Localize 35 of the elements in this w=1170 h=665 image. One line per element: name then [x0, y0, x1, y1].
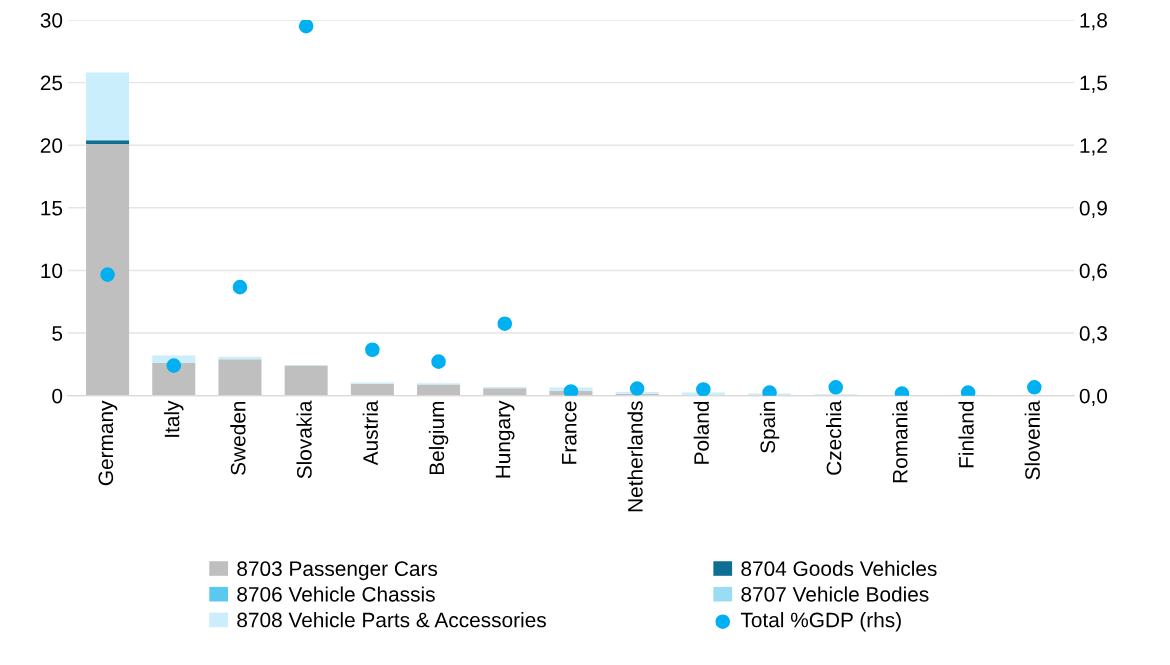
y-tick-label: 20 [40, 138, 63, 153]
y2-tick-label: 0,6 [1079, 263, 1107, 281]
x-tick-label: Netherlands [627, 401, 643, 512]
legend-label: 8704 Goods Vehicles [741, 560, 937, 577]
x-tick-label: Germany [98, 400, 118, 486]
y2-tick-label: 0,9 [1079, 200, 1107, 219]
x-tick-label: Finland [958, 401, 974, 468]
x-tick-label: Belgium [428, 401, 449, 475]
y2-tick-label: 1,8 [1080, 12, 1107, 31]
y-tick-label: 5 [52, 326, 63, 341]
y2-tick-label: 0,3 [1079, 326, 1107, 344]
x-tick-label: Italy [164, 400, 184, 437]
x-tick-label: Poland [693, 401, 709, 464]
x-tick-label: Spain [759, 401, 780, 453]
x-tick-label: Slovenia [1024, 400, 1040, 480]
legend-label: 8706 Vehicle Chassis [237, 586, 435, 602]
x-tick-label: France [562, 401, 577, 464]
x-tick-label: Austria [362, 400, 378, 466]
x-tick-label: Sweden [230, 401, 246, 475]
y-tick-label: 25 [40, 75, 63, 91]
y-tick-label: 0 [52, 388, 63, 404]
legend-label: 8708 Vehicle Parts & Accessories [237, 612, 546, 628]
legend-label: 8707 Vehicle Bodies [741, 586, 929, 602]
y-tick-label: 10 [41, 263, 63, 279]
y-tick-label: 15 [41, 201, 63, 216]
x-tick-label: Czechia [826, 400, 842, 475]
y2-tick-label: 1,5 [1080, 75, 1108, 93]
y-tick-label: 30 [40, 12, 63, 28]
x-tick-label: Hungary [495, 400, 515, 478]
y2-tick-label: 0,0 [1079, 388, 1108, 406]
y2-tick-label: 1,2 [1080, 138, 1107, 156]
legend-label: 8703 Passenger Cars [237, 561, 438, 581]
x-tick-label: Romania [892, 400, 908, 483]
legend-label: Total %GDP (rhs) [740, 612, 901, 632]
x-tick-label: Slovakia [296, 400, 312, 479]
